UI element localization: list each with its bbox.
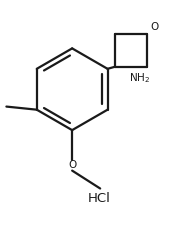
Text: O: O	[68, 160, 76, 170]
Text: O: O	[150, 22, 158, 32]
Text: NH$_2$: NH$_2$	[129, 71, 151, 85]
Text: HCl: HCl	[88, 192, 111, 205]
